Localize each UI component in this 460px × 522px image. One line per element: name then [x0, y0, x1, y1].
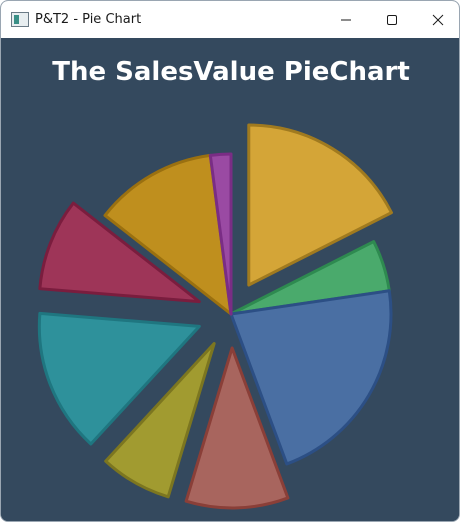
pie-slice-3	[229, 289, 393, 466]
title-bar[interactable]: P&T2 - Pie Chart	[1, 1, 459, 38]
window-controls	[323, 1, 459, 38]
pie-slice-8	[103, 153, 233, 316]
window-title: P&T2 - Pie Chart	[35, 12, 142, 27]
maximize-button[interactable]	[369, 1, 415, 38]
chart-title: The SalesValue PieChart	[52, 57, 410, 87]
pie-chart	[37, 123, 393, 510]
maximize-icon	[387, 14, 397, 25]
pie-slice-9	[208, 152, 233, 316]
pie-slice-4	[184, 346, 290, 510]
pie-slice-6	[37, 311, 201, 446]
pie-slice-7	[38, 201, 201, 304]
pie-slice-5	[104, 342, 216, 499]
close-button[interactable]	[415, 1, 459, 38]
close-icon	[432, 14, 444, 25]
minimize-button[interactable]	[323, 1, 369, 38]
minimize-icon	[341, 19, 351, 20]
pie-slice-1	[247, 123, 393, 287]
chart-area: The SalesValue PieChart	[1, 38, 459, 521]
window-app-icon	[11, 12, 29, 27]
